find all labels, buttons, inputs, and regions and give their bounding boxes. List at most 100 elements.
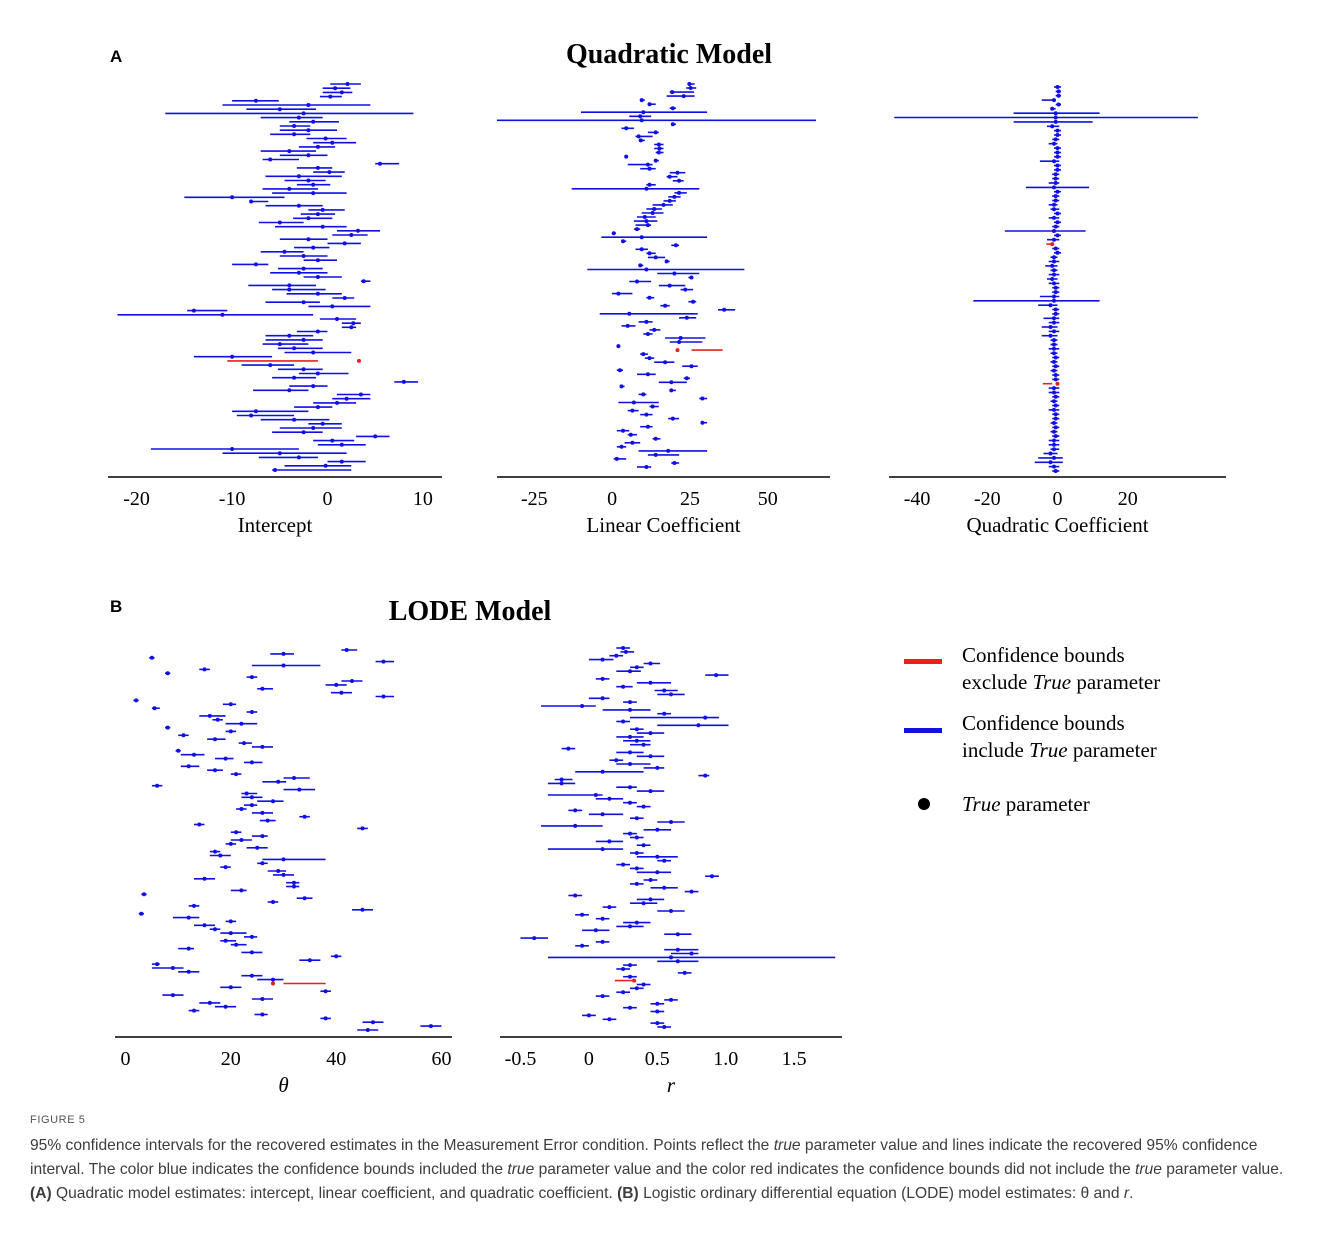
true-point <box>142 892 146 897</box>
true-point <box>165 725 170 730</box>
true-point <box>271 977 275 982</box>
true-point <box>644 219 649 224</box>
true-point <box>249 413 254 418</box>
true-point <box>192 752 196 757</box>
true-point <box>580 912 585 917</box>
true-point <box>281 857 286 862</box>
true-point <box>656 142 661 147</box>
true-point <box>641 352 646 357</box>
true-point <box>306 153 311 158</box>
true-point <box>260 861 265 866</box>
true-point <box>1055 167 1060 172</box>
true-point <box>301 367 306 372</box>
true-point <box>687 82 692 86</box>
true-point <box>630 408 635 413</box>
linear-coefficient-tick-label: 0 <box>607 488 617 510</box>
true-point <box>1052 464 1056 469</box>
true-point <box>639 247 644 252</box>
caption-text: 95% confidence intervals for the recover… <box>30 1137 1284 1202</box>
r-tick-label: 1.5 <box>782 1048 807 1070</box>
true-point <box>1050 263 1055 268</box>
true-point <box>628 734 632 739</box>
true-point <box>566 746 571 751</box>
true-point <box>1052 207 1056 212</box>
true-point <box>349 325 354 330</box>
true-point <box>600 994 605 999</box>
true-point <box>339 442 344 447</box>
true-point <box>710 874 714 879</box>
true-point <box>653 130 658 135</box>
true-point <box>292 884 296 889</box>
legend-true-dot <box>918 798 930 810</box>
true-point <box>323 136 328 141</box>
true-point <box>1052 141 1056 146</box>
true-point <box>334 682 339 687</box>
true-point <box>621 428 625 433</box>
true-point <box>1055 154 1060 159</box>
true-point <box>714 673 719 678</box>
true-point <box>672 271 677 276</box>
true-point <box>1053 469 1058 473</box>
true-point <box>614 456 619 461</box>
true-point <box>292 132 297 137</box>
true-point <box>301 254 306 258</box>
true-point <box>689 275 694 280</box>
true-point <box>155 962 160 967</box>
true-point <box>641 110 646 115</box>
true-point <box>1052 294 1056 299</box>
true-point <box>1055 163 1060 168</box>
true-point <box>381 659 386 664</box>
true-point <box>628 669 632 674</box>
true-point <box>230 354 235 359</box>
true-point <box>669 388 674 393</box>
true-point <box>669 997 673 1002</box>
true-point <box>700 420 705 425</box>
true-point <box>339 90 344 95</box>
true-point <box>639 98 644 103</box>
true-point <box>207 713 212 718</box>
true-point <box>239 888 244 893</box>
r-tick-label: -0.5 <box>505 1048 537 1070</box>
true-point <box>292 417 297 422</box>
true-point <box>1056 89 1061 94</box>
true-point <box>292 880 296 885</box>
true-point <box>1052 442 1056 447</box>
true-point <box>213 768 217 773</box>
true-point <box>181 733 186 738</box>
true-point <box>276 779 281 784</box>
legend-red-label-1: Confidence bounds <box>962 643 1125 667</box>
true-point <box>1053 137 1058 142</box>
true-point <box>349 233 354 237</box>
true-point <box>342 296 347 300</box>
true-point <box>176 748 181 753</box>
true-point <box>628 785 632 790</box>
true-point <box>648 789 653 794</box>
true-point <box>621 990 626 995</box>
true-point <box>621 719 626 724</box>
true-point <box>645 372 650 377</box>
true-point <box>1053 412 1058 417</box>
true-point <box>268 157 273 162</box>
true-point <box>1052 255 1056 260</box>
chart-intercept: -20 -10 0 10 Intercept <box>108 82 442 537</box>
quadratic-coefficient-tick-label: -20 <box>974 488 1001 510</box>
true-point <box>1052 407 1056 412</box>
true-point <box>1055 189 1060 194</box>
true-point <box>315 329 320 334</box>
true-point <box>648 661 653 666</box>
true-point <box>600 939 605 944</box>
true-point <box>638 138 643 143</box>
true-point <box>1048 460 1053 465</box>
true-point <box>249 760 254 765</box>
intercept-tick-label: -10 <box>219 488 246 510</box>
theta-tick-label: 60 <box>432 1048 452 1070</box>
true-point <box>607 839 612 844</box>
true-point <box>600 657 605 662</box>
true-point <box>580 704 585 708</box>
figure-label: FIGURE 5 <box>30 1114 86 1126</box>
true-point <box>1052 421 1056 425</box>
true-point <box>253 262 258 267</box>
true-point <box>644 465 649 469</box>
true-point <box>260 744 265 749</box>
true-point <box>634 920 639 925</box>
